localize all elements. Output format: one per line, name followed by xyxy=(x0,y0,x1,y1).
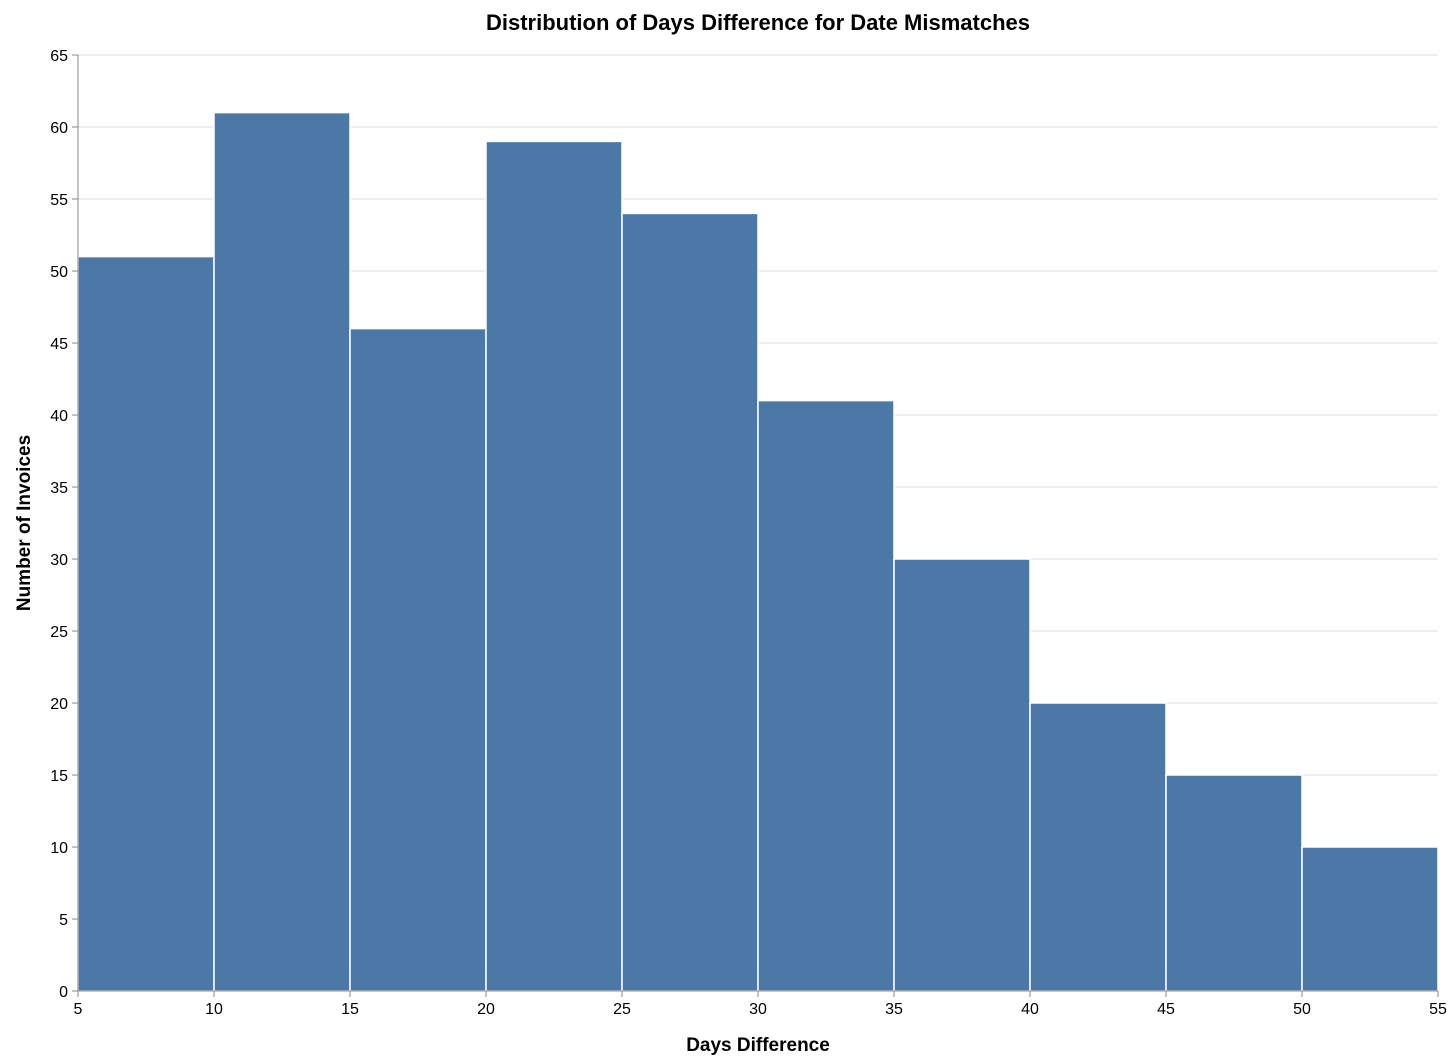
bar-8 xyxy=(1165,774,1303,992)
y-tick-label-0: 0 xyxy=(59,984,68,1001)
x-tick-label-1: 10 xyxy=(205,1001,223,1018)
y-tick-label-7: 35 xyxy=(50,480,68,497)
x-tick-label-9: 50 xyxy=(1293,1001,1311,1018)
y-tick-label-8: 40 xyxy=(50,408,68,425)
y-tick-label-5: 25 xyxy=(50,624,68,641)
bars xyxy=(77,111,1439,992)
x-tick-label-7: 40 xyxy=(1021,1001,1039,1018)
x-tick-label-0: 5 xyxy=(74,1001,83,1018)
x-axis-ticks: 5 10 15 20 25 30 35 40 45 50 55 xyxy=(74,991,1447,1018)
bar-5 xyxy=(757,399,895,992)
bar-1 xyxy=(213,111,351,992)
x-axis-title: Days Difference xyxy=(686,1035,830,1056)
bar-2 xyxy=(349,327,487,992)
x-tick-label-10: 55 xyxy=(1429,1001,1447,1018)
bar-9 xyxy=(1301,846,1439,992)
y-tick-label-13: 65 xyxy=(50,48,68,65)
bar-3 xyxy=(485,140,623,992)
x-tick-label-5: 30 xyxy=(749,1001,767,1018)
y-tick-label-4: 20 xyxy=(50,696,68,713)
bar-0 xyxy=(77,255,215,992)
y-tick-label-9: 45 xyxy=(50,336,68,353)
y-axis-title: Number of Invoices xyxy=(14,435,35,611)
x-tick-label-3: 20 xyxy=(477,1001,495,1018)
y-tick-label-2: 10 xyxy=(50,840,68,857)
bar-6 xyxy=(893,558,1031,992)
y-tick-label-6: 30 xyxy=(50,552,68,569)
y-tick-label-12: 60 xyxy=(50,120,68,137)
y-tick-label-3: 15 xyxy=(50,768,68,785)
bar-7 xyxy=(1029,702,1167,992)
y-tick-label-10: 50 xyxy=(50,264,68,281)
y-axis-ticks: 0 5 10 15 20 25 30 35 40 45 50 55 60 65 xyxy=(50,48,78,1001)
y-tick-label-11: 55 xyxy=(50,192,68,209)
x-tick-label-2: 15 xyxy=(341,1001,359,1018)
x-tick-label-8: 45 xyxy=(1157,1001,1175,1018)
chart-title: Distribution of Days Difference for Date… xyxy=(486,10,1030,35)
x-tick-label-6: 35 xyxy=(885,1001,903,1018)
bar-4 xyxy=(621,212,759,992)
y-tick-label-1: 5 xyxy=(59,912,68,929)
x-tick-label-4: 25 xyxy=(613,1001,631,1018)
